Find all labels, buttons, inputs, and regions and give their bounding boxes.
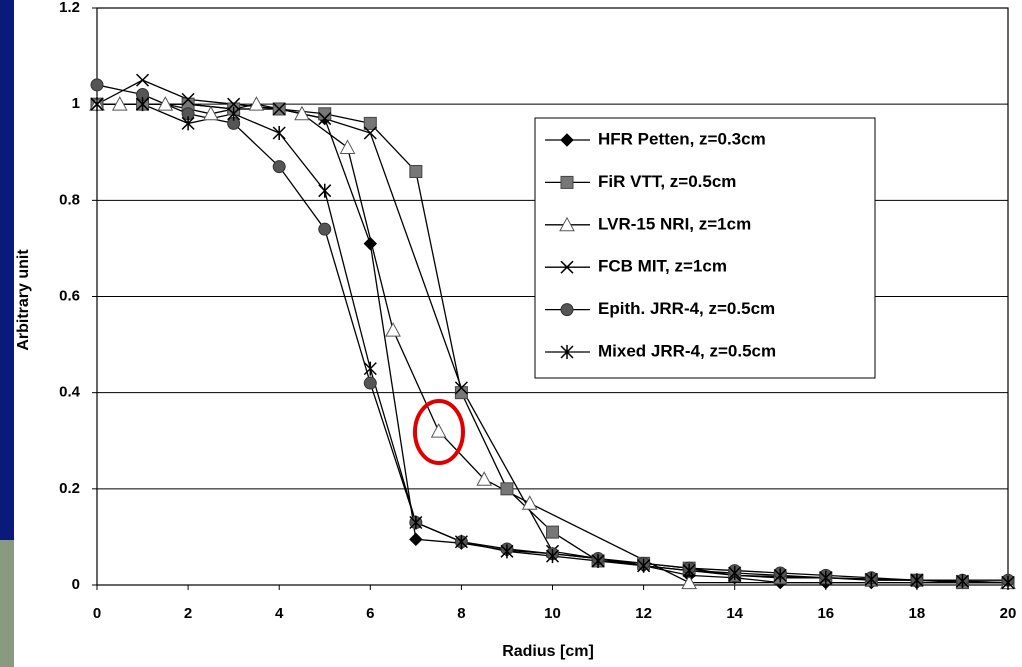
marker (409, 532, 423, 547)
x-tick-label: 12 (635, 605, 652, 622)
marker (545, 549, 560, 564)
y-tick-label: 0.8 (59, 191, 80, 208)
marker (1001, 575, 1015, 590)
legend-marker (560, 303, 574, 317)
marker (454, 381, 468, 395)
marker (318, 222, 332, 236)
marker (681, 574, 697, 590)
x-tick-label: 4 (275, 605, 284, 622)
legend-label: LVR-15 NRI, z=1cm (598, 214, 751, 233)
marker (637, 558, 651, 573)
y-tick-label: 0.2 (59, 480, 80, 497)
marker (318, 183, 332, 198)
marker (136, 73, 150, 87)
marker (203, 105, 219, 121)
marker (111, 96, 128, 111)
marker (728, 565, 742, 580)
legend-marker (560, 133, 574, 147)
marker (864, 572, 878, 587)
marker (363, 116, 377, 130)
marker (136, 97, 150, 112)
legend-label: HFR Petten, z=0.3cm (598, 129, 766, 148)
x-tick-label: 2 (184, 605, 192, 622)
marker (157, 96, 174, 111)
y-tick-label: 0.4 (59, 384, 81, 401)
legend-label: FCB MIT, z=1cm (598, 257, 727, 276)
x-tick-label: 8 (457, 605, 465, 622)
x-tick-label: 10 (544, 605, 561, 622)
x-tick-label: 18 (909, 605, 926, 622)
marker (318, 112, 332, 126)
marker (363, 236, 378, 251)
legend-label: FiR VTT, z=0.5cm (598, 172, 736, 191)
marker (773, 568, 787, 583)
marker (227, 106, 241, 121)
marker (363, 126, 377, 140)
marker (819, 570, 833, 585)
legend-marker (560, 345, 574, 359)
marker (476, 471, 493, 486)
legend (534, 117, 876, 379)
x-tick-label: 6 (366, 605, 374, 622)
marker (363, 376, 377, 390)
marker (363, 361, 377, 376)
marker (385, 322, 401, 337)
marker (682, 563, 696, 578)
marker (500, 482, 514, 496)
legend-label: Epith. JRR-4, z=0.5cm (598, 299, 775, 318)
marker (339, 139, 356, 154)
marker (910, 573, 924, 588)
marker (272, 126, 286, 141)
marker (955, 574, 969, 589)
marker (181, 116, 195, 131)
marker (272, 160, 286, 174)
marker (454, 386, 468, 400)
marker (409, 515, 423, 530)
marker (318, 107, 332, 121)
y-tick-label: 0 (72, 576, 80, 593)
marker (90, 78, 104, 92)
marker (454, 534, 468, 549)
y-tick-label: 0.6 (59, 287, 80, 304)
marker (272, 102, 286, 116)
slide-photo (0, 540, 14, 667)
marker (181, 92, 195, 106)
x-tick-label: 14 (726, 605, 743, 622)
legend-marker (560, 175, 574, 189)
x-axis-label: Radius [cm] (502, 643, 594, 660)
marker (430, 423, 447, 438)
legend-marker (560, 260, 574, 274)
marker (227, 97, 241, 111)
marker (591, 553, 605, 568)
legend-label: Mixed JRR-4, z=0.5cm (598, 341, 776, 360)
marker (521, 495, 538, 510)
x-tick-label: 20 (1000, 605, 1017, 622)
marker (546, 525, 559, 539)
slide-strip (0, 0, 14, 540)
marker (90, 97, 104, 112)
marker (500, 544, 514, 559)
marker (248, 96, 265, 111)
legend-entries: HFR Petten, z=0.3cm FiR VTT, z=0.5cm LVR-1… (545, 129, 776, 360)
y-axis-label: Arbitrary unit (15, 249, 32, 351)
y-tick-label: 1 (72, 95, 80, 112)
marker (409, 164, 423, 178)
x-tick-label: 0 (93, 605, 101, 622)
plot-area (89, 7, 1016, 590)
highlight-circle (413, 399, 465, 465)
y-tick-label: 1.2 (59, 0, 80, 16)
legend-marker (559, 216, 575, 232)
marker (294, 105, 310, 121)
x-tick-label: 16 (817, 605, 834, 622)
